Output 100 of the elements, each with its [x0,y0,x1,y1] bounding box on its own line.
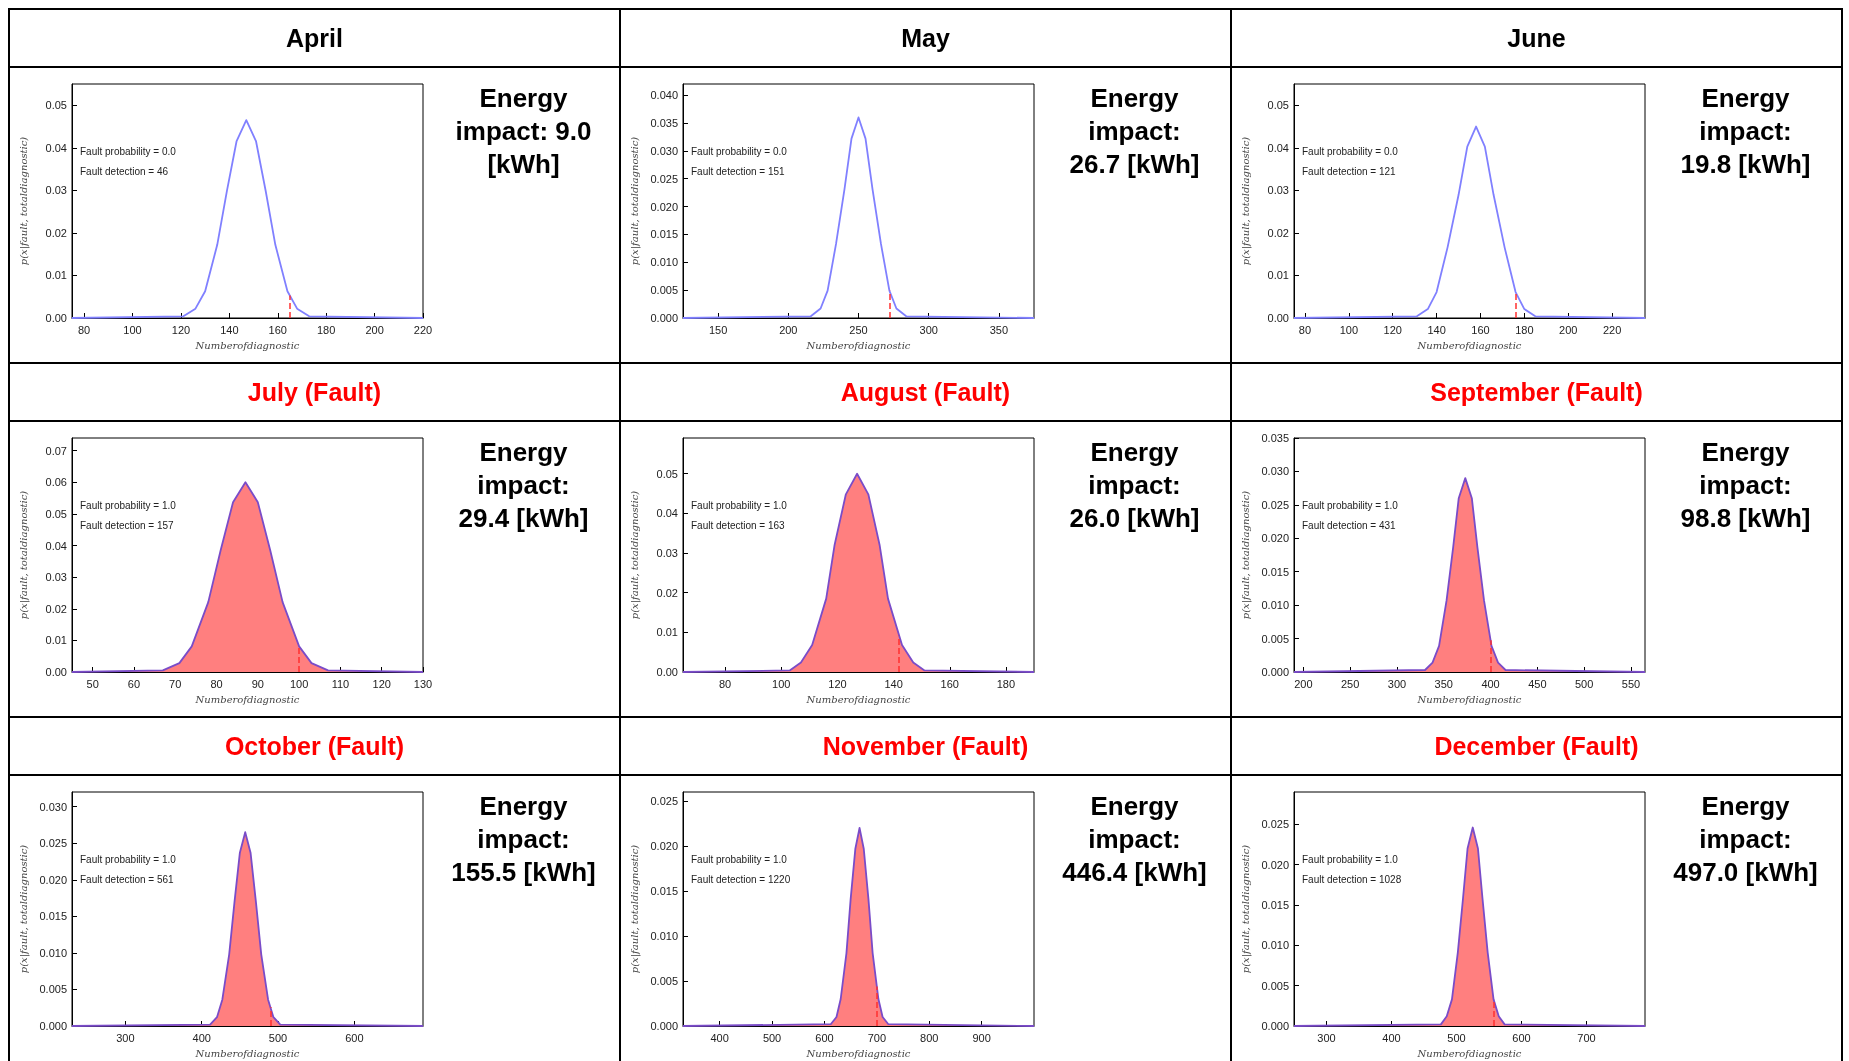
y-tick-label: 0.005 [1261,979,1289,992]
annotation: Fault detection = 1028 [1302,873,1402,885]
chart-title: October (Fault) [224,731,405,761]
y-tick-label: 0.015 [1261,565,1289,578]
x-tick-label: 140 [1427,323,1446,336]
x-tick-label: 120 [171,323,191,336]
text: Energy impact: 155.5 [kWh] [450,790,597,889]
x-tick-label: 160 [940,677,959,690]
y-tick-label: 0.025 [39,837,67,850]
y-tick-label: 0.010 [650,930,678,942]
x-tick-label: 100 [289,677,309,690]
annotation: Fault detection = 1220 [691,873,791,885]
x-axis-title: Numberofdiagnostic [1416,693,1522,705]
y-axis-title: p(x|fault, totaldiagnostic) [17,844,30,974]
y-tick-label: 0.015 [650,885,678,897]
y-tick-label: 0.00 [656,666,678,678]
x-tick-label: 550 [1621,677,1641,690]
x-tick-label: 500 [268,1031,288,1044]
annotation: Fault probability = 1.0 [80,853,177,865]
y-tick-label: 0.05 [45,99,67,112]
y-tick-label: 0.025 [1261,498,1289,511]
x-tick-label: 900 [972,1031,991,1044]
annotation: Fault probability = 0.0 [691,145,788,157]
x-tick-label: 130 [413,677,433,690]
annotation: Fault probability = 1.0 [1302,853,1399,865]
text: Energy impact: 98.8 [kWh] [1679,436,1812,535]
chart-title: December (Fault) [1434,731,1639,761]
y-tick-label: 0.02 [1267,226,1289,239]
text: Energy impact: 26.0 [kWh] [1068,436,1201,535]
y-tick-label: 0.030 [39,800,67,813]
annotation: Fault detection = 431 [1302,519,1397,531]
x-tick-label: 350 [1434,677,1453,690]
x-tick-label: 220 [413,323,433,336]
y-axis-title: p(x|fault, totaldiagnostic) [1239,844,1252,974]
x-tick-label: 80 [1298,323,1312,336]
x-axis-title: Numberofdiagnostic [1416,1047,1522,1059]
y-tick-label: 0.000 [650,312,678,324]
annotation: Fault probability = 1.0 [1302,499,1399,511]
y-tick-label: 0.03 [656,547,678,560]
annotation: Fault detection = 121 [1302,165,1397,177]
x-tick-label: 110 [331,677,350,690]
y-axis-title: p(x|fault, totaldiagnostic) [17,490,30,620]
y-tick-label: 0.035 [650,117,678,129]
chart-title: September (Fault) [1430,377,1643,407]
y-tick-label: 0.030 [1261,465,1289,478]
y-tick-label: 0.00 [45,666,67,678]
y-tick-label: 0.06 [45,476,67,489]
y-tick-label: 0.01 [656,626,678,639]
y-axis-title: p(x|fault, totaldiagnostic) [628,490,641,620]
y-tick-label: 0.020 [1261,858,1289,871]
x-tick-label: 160 [1471,323,1490,336]
annotation: Fault detection = 561 [80,873,175,885]
text: Energy impact: 26.7 [kWh] [1068,82,1201,181]
x-axis-title: Numberofdiagnostic [805,339,911,351]
y-tick-label: 0.025 [1261,818,1289,831]
y-tick-label: 0.020 [650,840,678,852]
annotation: Fault probability = 1.0 [691,499,788,511]
y-tick-label: 0.020 [1261,532,1289,545]
text: Energy impact: 446.4 [kWh] [1061,790,1208,889]
text: Energy impact: 497.0 [kWh] [1672,790,1819,889]
y-tick-label: 0.04 [656,507,678,520]
y-tick-label: 0.05 [45,507,67,520]
x-tick-label: 200 [779,323,798,336]
annotation: Fault detection = 46 [80,165,169,177]
annotation: Fault detection = 151 [691,165,786,177]
x-tick-label: 400 [710,1031,729,1044]
x-tick-label: 80 [77,323,91,336]
x-tick-label: 300 [1317,1031,1336,1044]
y-tick-label: 0.040 [650,89,678,102]
y-tick-label: 0.030 [650,144,678,157]
y-tick-label: 0.005 [650,284,678,297]
chart-title: July (Fault) [247,377,382,407]
y-tick-label: 0.04 [45,141,67,154]
y-tick-label: 0.025 [650,795,678,807]
y-tick-label: 0.000 [1261,1020,1289,1032]
y-axis-title: p(x|fault, totaldiagnostic) [1239,136,1252,266]
y-tick-label: 0.015 [39,910,67,923]
x-tick-label: 500 [762,1031,782,1044]
x-tick-label: 180 [316,323,336,336]
x-tick-label: 80 [718,677,732,690]
x-tick-label: 140 [220,323,239,336]
x-tick-label: 120 [372,677,391,690]
x-tick-label: 500 [1447,1031,1466,1044]
chart-title: November (Fault) [822,731,1029,761]
x-tick-label: 800 [920,1031,939,1044]
x-tick-label: 120 [1383,323,1402,336]
y-tick-label: 0.010 [1261,599,1289,612]
x-axis-title: Numberofdiagnostic [194,339,300,351]
chart-title: May [901,23,950,53]
y-tick-label: 0.020 [650,200,678,213]
x-tick-label: 300 [116,1031,135,1044]
x-tick-label: 180 [1515,323,1534,336]
annotation: Fault detection = 163 [691,519,786,531]
x-tick-label: 200 [1559,323,1578,336]
x-tick-label: 400 [1481,677,1500,690]
x-tick-label: 600 [1512,1031,1531,1044]
x-tick-label: 160 [268,323,287,336]
y-tick-label: 0.00 [45,312,67,324]
chart-title: August (Fault) [840,377,1011,407]
y-tick-label: 0.000 [1261,666,1289,678]
